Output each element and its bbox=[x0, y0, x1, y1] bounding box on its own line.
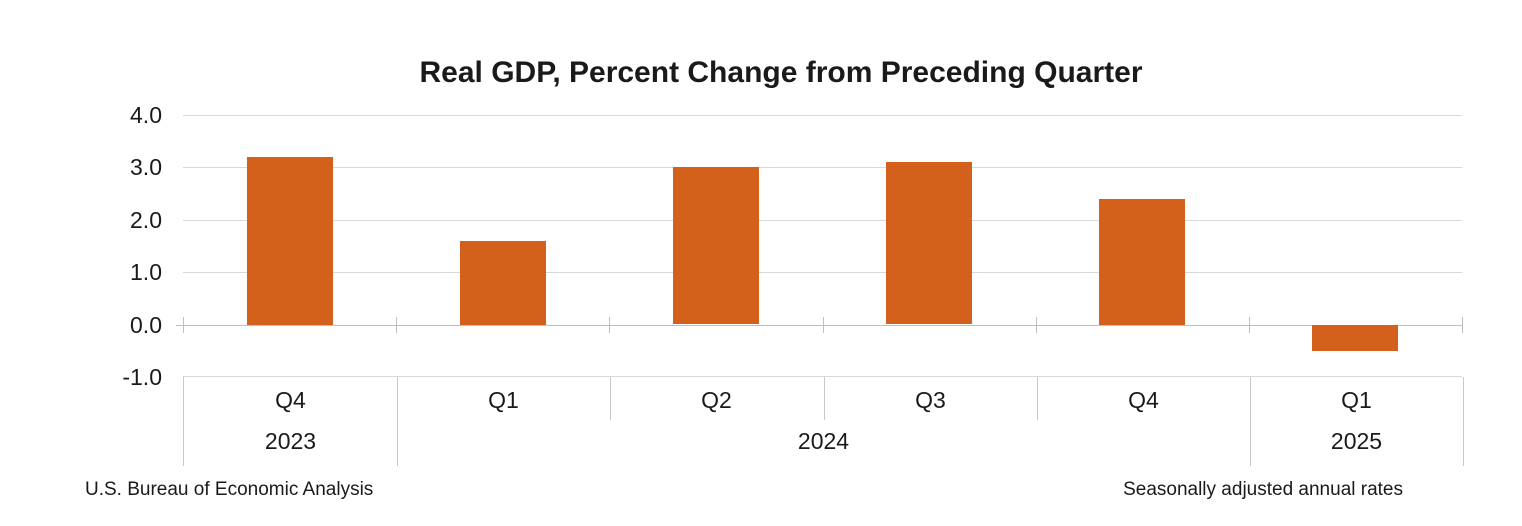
y-axis-tick-label: 2.0 bbox=[130, 207, 162, 233]
x-axis-labels: Q4 Q1 Q2 Q3 Q4 Q1 2023 2024 2025 bbox=[183, 377, 1464, 466]
adjustment-note: Seasonally adjusted annual rates bbox=[1123, 479, 1403, 500]
bar-q2-2 bbox=[673, 167, 759, 324]
gridline bbox=[183, 272, 1462, 273]
year-divider bbox=[397, 377, 398, 466]
bar-q4-4 bbox=[1099, 199, 1185, 325]
axis-tick bbox=[1249, 317, 1250, 333]
x-axis-quarter-label: Q4 bbox=[275, 387, 306, 413]
x-axis-quarter-label: Q1 bbox=[488, 387, 519, 413]
bar-q1-5 bbox=[1312, 325, 1398, 351]
x-axis-quarter-label: Q2 bbox=[701, 387, 732, 413]
quarter-divider bbox=[1037, 377, 1038, 420]
axis-tick bbox=[396, 317, 397, 333]
y-axis-labels: 4.0 3.0 2.0 1.0 0.0 -1.0 bbox=[88, 103, 162, 389]
x-axis-quarter-label: Q3 bbox=[915, 387, 946, 413]
axis-tick bbox=[823, 317, 824, 333]
axis-tick bbox=[1462, 317, 1463, 333]
x-axis-quarter-label: Q1 bbox=[1341, 387, 1372, 413]
gridline bbox=[183, 167, 1462, 168]
x-axis-year-label: 2024 bbox=[797, 428, 850, 454]
quarter-divider bbox=[824, 377, 825, 420]
plot-area bbox=[176, 115, 1463, 377]
bar-q4-0 bbox=[247, 157, 333, 325]
quarter-divider bbox=[610, 377, 611, 420]
axis-tick bbox=[609, 317, 610, 333]
year-divider bbox=[1250, 377, 1251, 466]
y-axis-tick-label: 4.0 bbox=[130, 102, 162, 128]
x-axis-quarter-label: Q4 bbox=[1128, 387, 1159, 413]
bar-q1-1 bbox=[460, 241, 546, 325]
y-axis-tick-label: 1.0 bbox=[130, 259, 162, 285]
x-axis-year-label: 2025 bbox=[1330, 428, 1383, 454]
x-axis-year-label: 2023 bbox=[264, 428, 317, 454]
chart-title: Real GDP, Percent Change from Preceding … bbox=[419, 56, 1143, 89]
y-axis-tick-label: 3.0 bbox=[130, 154, 162, 180]
gridline bbox=[183, 115, 1462, 116]
axis-tick bbox=[1036, 317, 1037, 333]
y-axis-tick-label: -1.0 bbox=[122, 364, 162, 390]
gridline bbox=[183, 220, 1462, 221]
zero-axis-line bbox=[176, 325, 1462, 326]
source-note: U.S. Bureau of Economic Analysis bbox=[85, 479, 374, 500]
axis-tick bbox=[183, 317, 184, 333]
y-axis-tick-label: 0.0 bbox=[130, 312, 162, 338]
bar-q3-3 bbox=[886, 162, 972, 324]
gridline bbox=[183, 376, 1462, 377]
